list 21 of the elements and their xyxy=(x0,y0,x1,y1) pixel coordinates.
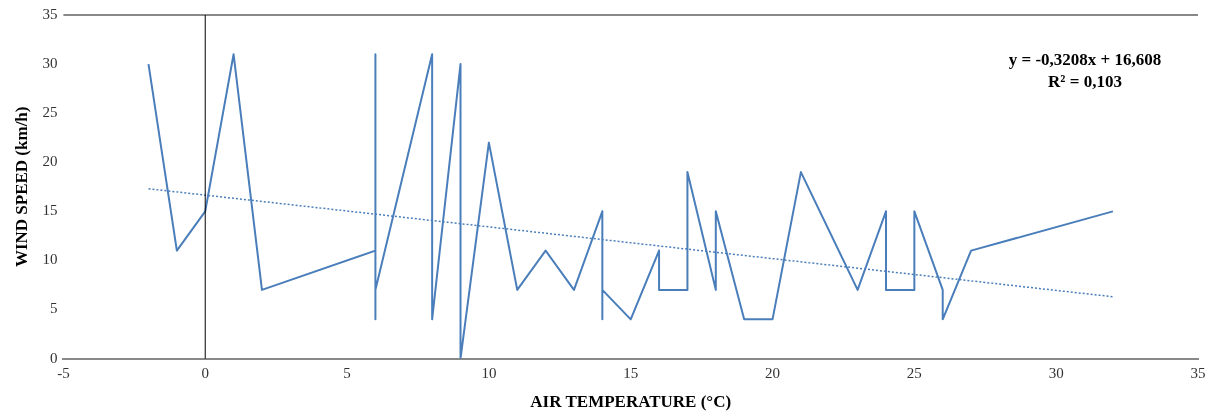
x-tick-label: 30 xyxy=(1048,364,1064,381)
x-tick-label: 10 xyxy=(481,364,497,381)
y-tick-label: 25 xyxy=(42,104,58,121)
x-axis-title: AIR TEMPERATURE (°C) xyxy=(530,392,732,412)
y-tick-label: 30 xyxy=(42,55,58,72)
x-tick-label: 35 xyxy=(1190,364,1206,381)
x-tick-label: 20 xyxy=(765,364,781,381)
x-tick-label: -5 xyxy=(57,364,70,381)
annotation: y = -0,3208x + 16,608 xyxy=(1008,50,1162,70)
x-tick-label: 15 xyxy=(623,364,639,381)
x-tick-label: 5 xyxy=(343,364,351,381)
y-tick-label: 15 xyxy=(42,202,58,219)
x-tick-label: 0 xyxy=(201,364,209,381)
y-tick-label: 5 xyxy=(49,300,58,317)
y-tick-label: 35 xyxy=(42,5,58,22)
x-tick-label: 25 xyxy=(906,364,922,381)
y-axis-title: WIND SPEED (km/h) xyxy=(11,106,31,268)
y-tick-label: 0 xyxy=(49,349,58,366)
y-tick-label: 20 xyxy=(42,153,58,170)
annotation: R² = 0,103 xyxy=(1048,72,1122,92)
y-tick-label: 10 xyxy=(42,251,58,268)
